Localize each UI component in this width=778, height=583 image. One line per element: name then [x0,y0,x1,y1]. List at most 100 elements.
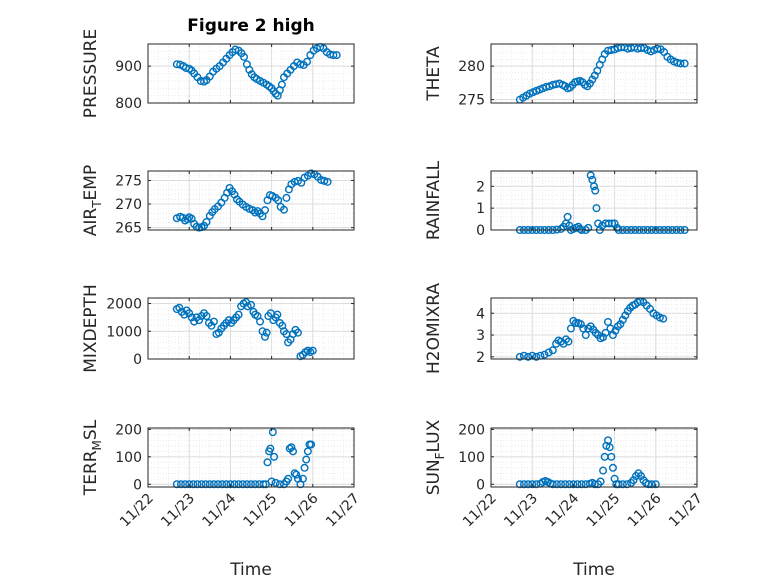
y-tick-label: 275 [115,173,142,189]
x-tick-label: 11/26 [625,490,665,530]
data-point [563,212,572,221]
y-tick-label: 0 [476,477,485,493]
data-point [647,480,656,489]
data-point [202,312,211,321]
data-point [195,316,204,325]
y-tick-label: 2000 [106,297,142,313]
data-point [566,324,575,333]
data-point [586,171,595,180]
data-point [673,58,682,67]
y-axis-label: PRESSURE [81,29,101,118]
panel-pressure: 800 900 PRESSURE [81,29,355,118]
data-point [599,466,608,475]
data-point [540,350,549,359]
data-point [185,309,194,318]
data-point [303,57,312,66]
data-point [232,195,241,204]
data-point [532,352,541,361]
x-tick-label: 11/26 [282,490,322,530]
data-point [524,480,533,489]
data-point [585,79,594,88]
data-point [296,60,305,69]
data-point [515,352,524,361]
x-axis-label: Time [572,560,615,580]
data-point [273,310,282,319]
data-point [248,206,257,215]
data-point [181,480,190,489]
data-point [246,480,255,489]
data-point [183,215,192,224]
data-point [230,480,239,489]
axes-box [147,297,355,360]
data-point [238,480,247,489]
series-pressure [172,42,341,100]
data-point [323,177,332,186]
y-tick-label: 270 [115,197,142,213]
data-point [524,352,533,361]
data-point [214,480,223,489]
y-tick-label: 100 [458,450,485,466]
data-point [307,440,316,449]
x-tick-label: 11/23 [501,491,541,531]
data-point [274,196,283,205]
x-tick-label: 11/25 [584,491,624,531]
plot-area [148,428,354,487]
data-point [618,480,627,489]
data-point [552,480,561,489]
panel-mixdepth: 0 1000 2000 MIXDEPTH [81,284,355,373]
data-point [293,328,302,337]
y-tick-label: 100 [115,450,142,466]
data-point [596,477,605,486]
data-point [222,480,231,489]
data-point [629,476,638,485]
data-point [275,480,284,489]
data-point [573,480,582,489]
series-mixdepth [172,298,317,361]
data-point [282,193,291,202]
y-axis-label: H2OMIXRA [424,283,444,374]
y-tick-label: 1 [476,201,485,217]
data-point [608,219,617,228]
data-point [320,176,329,185]
y-tick-label: 900 [115,59,142,75]
data-point [175,303,184,312]
data-point [259,480,268,489]
data-point [261,332,270,341]
data-point [564,337,573,346]
data-point [201,480,210,489]
data-point [329,51,338,60]
data-point [302,455,311,464]
data-point [569,480,578,489]
data-point [277,80,286,89]
y-tick-label: 200 [115,422,142,438]
panel-sun_flux: 0 100 200 SUNFLUX 11/22 11/23 11/24 11/25 11/26 1… [424,419,706,580]
panels: 800 900 PRESSURE 275 280 THETA 265 270 275 AIRTEM… [81,29,706,580]
data-point [289,447,298,456]
data-point [268,428,277,437]
y-tick-label: 2 [476,350,485,366]
axes-box [147,43,355,104]
data-point [261,206,270,215]
data-point [270,452,279,461]
data-point [548,346,557,355]
data-point [180,310,189,319]
y-axis-label: RAINFALL [424,160,444,240]
plot-area [491,428,697,487]
x-tick-label: 11/25 [241,491,281,531]
data-point [676,59,685,68]
data-point [519,480,528,489]
y-tick-label: 280 [458,59,485,75]
data-point [610,474,619,483]
y-tick-label: 4 [476,306,485,322]
data-point [266,444,275,453]
data-point [289,330,298,339]
axes-box [490,297,698,360]
data-point [292,470,301,479]
axes-box [147,427,355,488]
data-point [308,346,317,355]
data-point [209,317,218,326]
data-point [239,52,248,61]
data-point [622,480,631,489]
x-tick-label: 11/24 [199,490,239,530]
data-point [196,76,205,85]
